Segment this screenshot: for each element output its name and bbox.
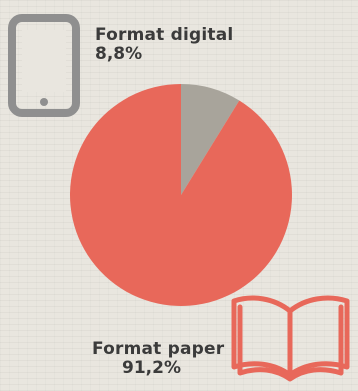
format-digital-value: 8,8%	[95, 45, 233, 64]
pie-slice-format-paper	[70, 84, 292, 306]
format-paper-value: 91,2%	[122, 359, 224, 378]
open-book-icon	[228, 283, 353, 383]
tablet-icon	[8, 14, 80, 117]
format-digital-label: Format digital 8,8%	[95, 26, 233, 64]
format-paper-label: Format paper 91,2%	[92, 340, 224, 378]
format-digital-name: Format digital	[95, 26, 233, 45]
format-paper-name: Format paper	[92, 340, 224, 359]
